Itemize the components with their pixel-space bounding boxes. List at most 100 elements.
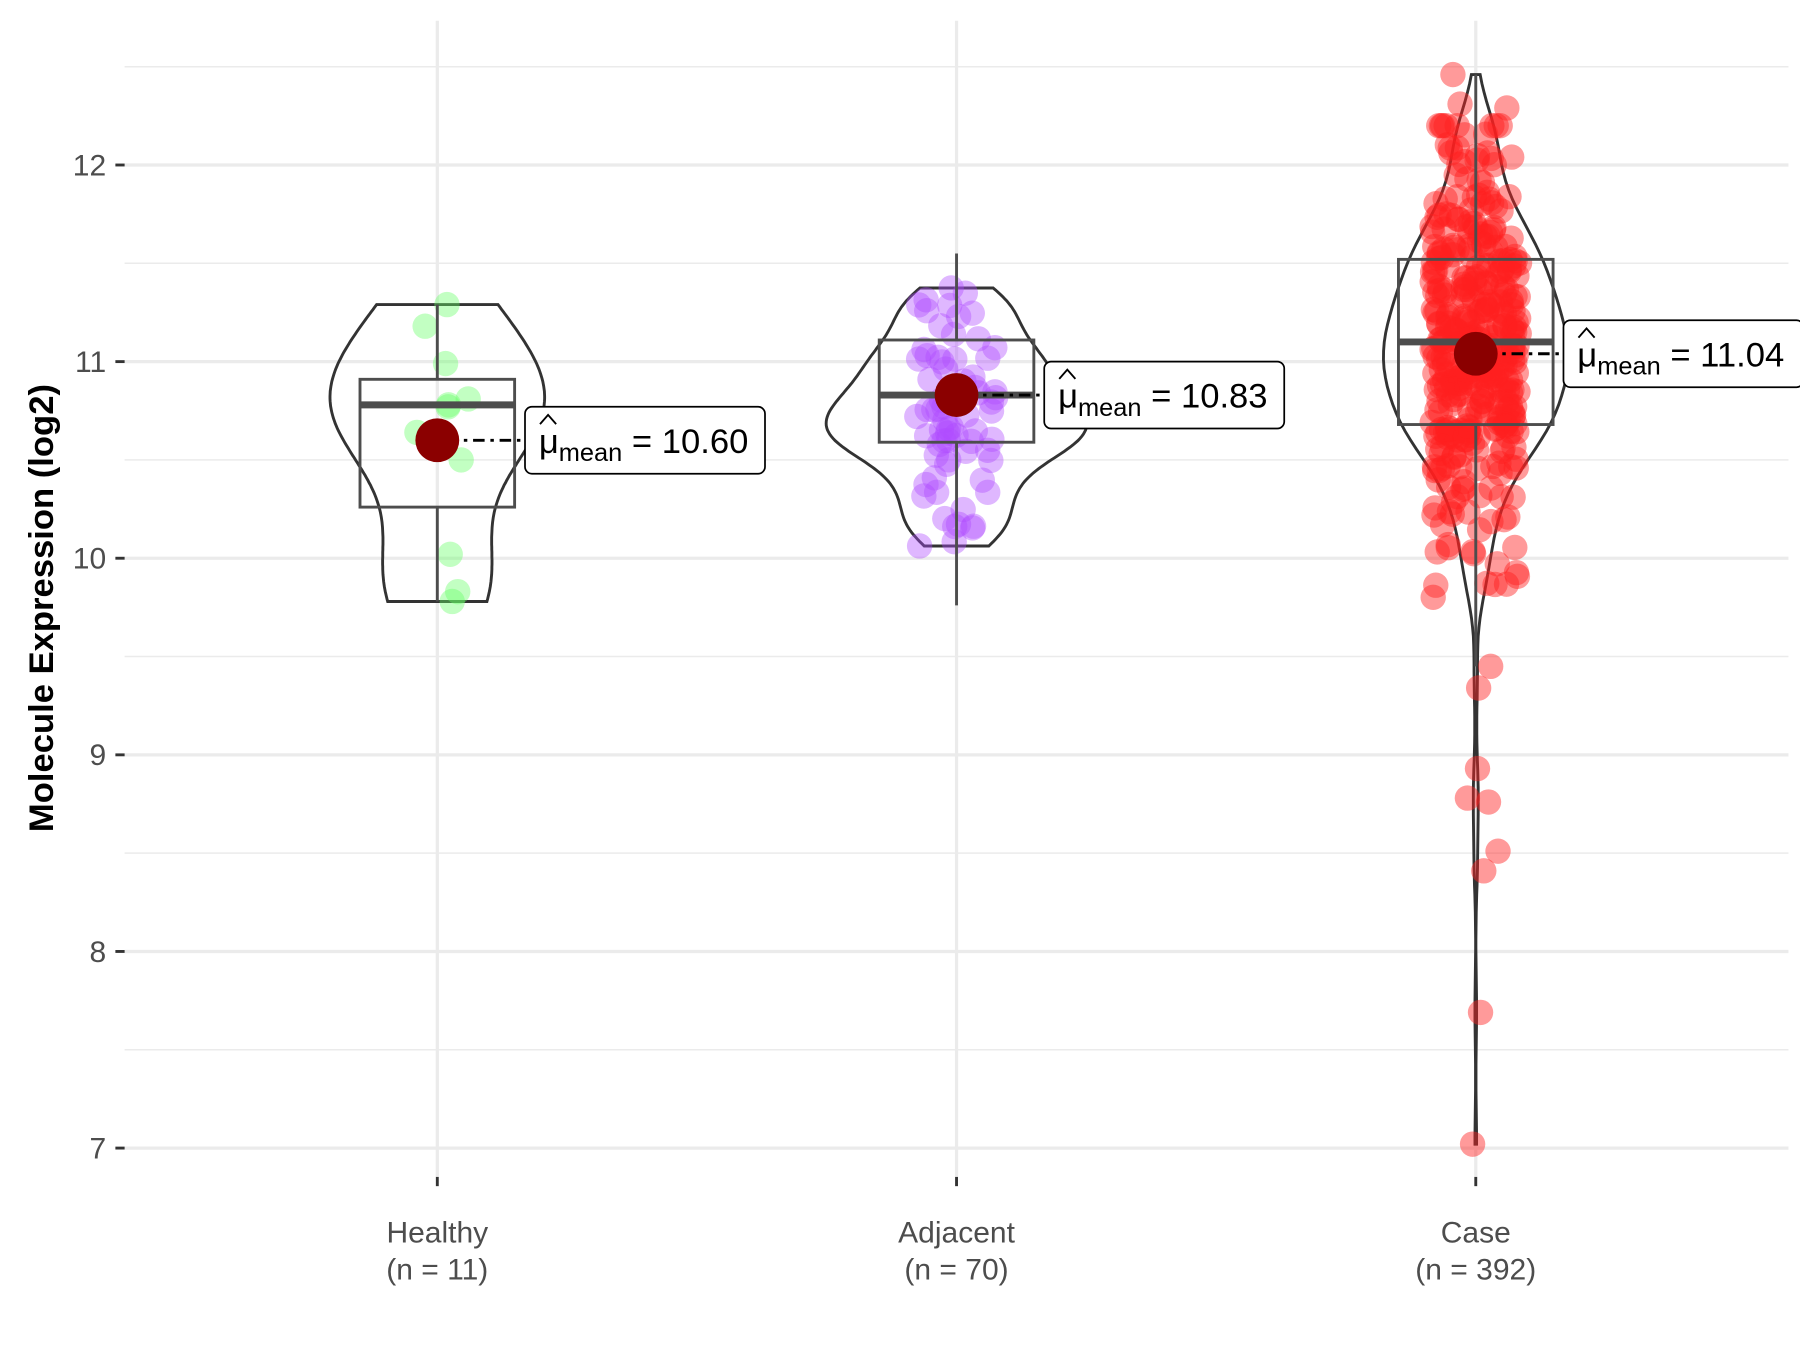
x-tick-label: Case bbox=[1441, 1217, 1511, 1250]
data-point bbox=[1500, 402, 1527, 428]
data-point bbox=[1435, 531, 1461, 558]
data-point bbox=[1465, 254, 1492, 280]
data-point bbox=[1420, 296, 1447, 323]
hat-icon bbox=[1058, 368, 1077, 380]
data-point bbox=[934, 451, 960, 477]
data-point bbox=[1493, 571, 1520, 597]
data-point bbox=[1491, 376, 1517, 403]
data-point bbox=[1465, 675, 1492, 701]
data-point bbox=[1498, 453, 1524, 480]
data-point bbox=[1435, 453, 1461, 479]
data-point bbox=[1423, 572, 1449, 598]
data-point bbox=[1451, 303, 1477, 329]
data-point bbox=[1431, 351, 1458, 378]
data-point bbox=[1454, 307, 1481, 333]
data-point bbox=[1440, 424, 1466, 450]
data-point bbox=[1496, 256, 1523, 283]
data-point bbox=[1503, 309, 1529, 336]
data-point bbox=[1467, 277, 1494, 303]
data-point bbox=[913, 471, 939, 498]
data-point bbox=[1501, 434, 1527, 460]
data-point bbox=[1447, 381, 1474, 407]
violin-adjacent bbox=[824, 286, 1089, 548]
data-point bbox=[1495, 341, 1521, 367]
data-point bbox=[1444, 427, 1471, 453]
data-point bbox=[1500, 484, 1526, 510]
y-tick-label: 9 bbox=[89, 739, 106, 772]
data-point bbox=[1487, 112, 1513, 139]
data-point bbox=[1475, 223, 1501, 249]
data-point bbox=[1430, 344, 1456, 371]
data-point bbox=[1422, 300, 1448, 326]
data-point bbox=[1427, 399, 1454, 425]
data-point bbox=[1492, 345, 1518, 371]
data-point bbox=[1438, 202, 1465, 229]
data-point bbox=[1429, 371, 1456, 398]
data-point bbox=[1419, 259, 1446, 285]
data-point bbox=[917, 366, 943, 392]
data-point bbox=[1505, 284, 1531, 310]
data-point bbox=[1504, 263, 1530, 289]
data-point bbox=[1480, 453, 1506, 480]
x-tick-count: (n = 392) bbox=[1415, 1254, 1536, 1287]
data-point bbox=[1419, 219, 1446, 245]
data-point bbox=[1472, 121, 1499, 147]
data-point bbox=[906, 533, 933, 559]
data-point bbox=[1429, 112, 1456, 139]
data-point bbox=[1502, 534, 1528, 561]
data-point bbox=[1472, 291, 1498, 318]
data-point bbox=[1494, 388, 1520, 415]
data-point bbox=[1440, 232, 1466, 259]
y-axis-title: Molecule Expression (log2) bbox=[23, 384, 61, 832]
data-point bbox=[1485, 314, 1511, 340]
data-point bbox=[1425, 283, 1451, 309]
data-point bbox=[1464, 264, 1490, 290]
data-point bbox=[1423, 423, 1449, 449]
data-point bbox=[1454, 785, 1481, 811]
data-point bbox=[1492, 233, 1518, 260]
data-point bbox=[978, 398, 1005, 424]
data-point bbox=[1424, 204, 1450, 230]
data-point bbox=[1425, 345, 1452, 372]
data-point bbox=[975, 345, 1001, 371]
data-point bbox=[432, 350, 459, 377]
data-point bbox=[1501, 394, 1528, 420]
data-point bbox=[1422, 343, 1448, 370]
data-point bbox=[1481, 214, 1507, 241]
data-point bbox=[923, 479, 950, 505]
data-point bbox=[1432, 367, 1458, 394]
data-point bbox=[1450, 276, 1476, 303]
data-point bbox=[1419, 269, 1445, 295]
violin-healthy bbox=[328, 303, 547, 603]
data-point bbox=[1435, 474, 1462, 500]
mean-value: = 10.83 bbox=[1142, 378, 1268, 416]
data-point bbox=[938, 414, 964, 440]
data-point bbox=[1452, 426, 1478, 453]
data-point bbox=[1447, 375, 1473, 401]
data-point bbox=[1495, 423, 1521, 449]
data-point bbox=[1477, 653, 1504, 680]
data-point bbox=[1482, 366, 1509, 393]
data-point bbox=[1469, 388, 1495, 414]
data-point bbox=[1433, 342, 1459, 368]
data-point bbox=[1494, 377, 1521, 403]
data-point bbox=[1466, 228, 1493, 254]
data-point bbox=[1452, 305, 1478, 331]
mean-subscript: mean bbox=[1078, 394, 1141, 422]
data-point bbox=[1440, 242, 1466, 268]
data-point bbox=[911, 336, 937, 363]
data-point bbox=[911, 483, 937, 509]
data-point bbox=[923, 442, 950, 468]
data-point bbox=[1490, 436, 1516, 462]
mean-point bbox=[934, 373, 979, 417]
data-point bbox=[1500, 339, 1526, 365]
data-point bbox=[1452, 148, 1478, 175]
data-point bbox=[1459, 1131, 1486, 1157]
data-point bbox=[1440, 489, 1467, 516]
mean-point bbox=[415, 418, 460, 463]
data-point bbox=[439, 588, 465, 615]
mean-point bbox=[1453, 331, 1498, 376]
data-point bbox=[1474, 297, 1500, 323]
mean-label-text: μmean = 10.83 bbox=[1058, 378, 1268, 422]
